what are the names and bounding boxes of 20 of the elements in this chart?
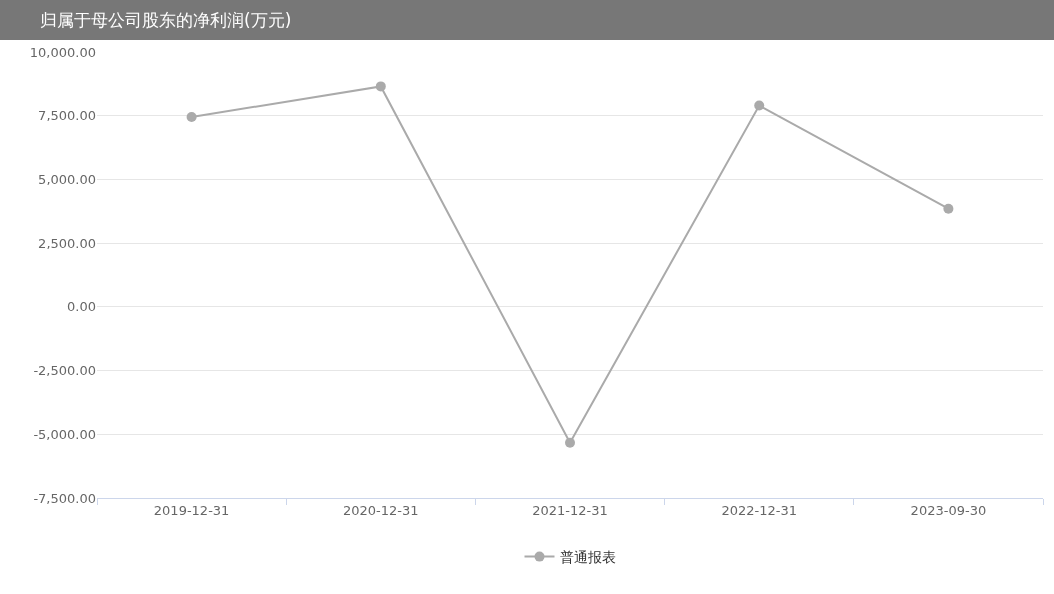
y-tick-label: 7,500.00 xyxy=(38,108,96,124)
point xyxy=(186,111,197,122)
x-tick-label: 2020-12-31 xyxy=(343,502,419,518)
y-tick-label: 5,000.00 xyxy=(38,171,96,187)
x-tick-label: 2023-09-30 xyxy=(910,502,987,518)
y-tick-label: 2,500.00 xyxy=(38,235,96,251)
y-tick-label: -2,500.00 xyxy=(33,363,96,379)
y-tick-label: -5,000.00 xyxy=(33,426,96,442)
y-tick-label: 10,000.00 xyxy=(29,44,96,60)
x-tick-label: 2022-12-31 xyxy=(721,502,797,518)
point xyxy=(375,81,386,92)
x-tick-label: 2019-12-31 xyxy=(153,502,230,518)
point xyxy=(565,437,575,448)
point xyxy=(943,203,954,214)
y-tick-label: -7,500.00 xyxy=(33,490,96,506)
chart-title: 归属于母公司股东的净利润(万元) xyxy=(40,9,292,30)
point xyxy=(754,100,765,111)
legend-label: 普通报表 xyxy=(559,549,616,566)
y-tick-label: 0.00 xyxy=(67,299,96,315)
x-tick-label: 2021-12-31 xyxy=(532,502,608,518)
